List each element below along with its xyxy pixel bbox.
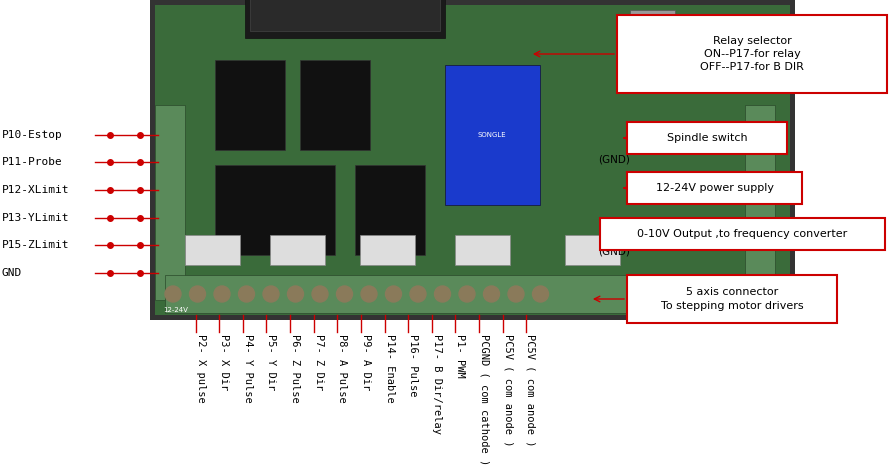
Text: P14- Enable: P14- Enable: [385, 334, 395, 403]
Bar: [300, 60, 370, 150]
Bar: [215, 60, 285, 150]
Text: SONGLE: SONGLE: [478, 132, 506, 138]
Circle shape: [214, 286, 230, 302]
Bar: [627, 275, 837, 323]
Bar: [355, 165, 425, 255]
Text: P15-ZLimit: P15-ZLimit: [2, 240, 70, 250]
Text: Spindle switch: Spindle switch: [667, 133, 747, 143]
Bar: [155, 5, 790, 315]
Text: P10-Estop: P10-Estop: [2, 130, 63, 140]
Circle shape: [312, 286, 328, 302]
Text: PC5V ( com anode ): PC5V ( com anode ): [526, 334, 536, 447]
Circle shape: [435, 286, 451, 302]
Circle shape: [410, 286, 426, 302]
Bar: [150, 0, 795, 320]
Circle shape: [484, 286, 499, 302]
Text: P12-XLimit: P12-XLimit: [2, 185, 70, 195]
Bar: [630, 10, 675, 48]
Text: P3- X Dir: P3- X Dir: [219, 334, 229, 390]
Bar: [565, 235, 620, 265]
Text: P7- Z Dir: P7- Z Dir: [314, 334, 324, 390]
Bar: [745, 105, 775, 315]
Text: P2- X pulse: P2- X pulse: [196, 334, 206, 403]
Text: PC5V ( com anode ): PC5V ( com anode ): [503, 334, 513, 447]
Text: P8- A Pulse: P8- A Pulse: [337, 334, 347, 403]
Text: 12-24V: 12-24V: [163, 307, 188, 313]
Text: Relay selector
ON--P17-for relay
OFF--P17-for B DIR: Relay selector ON--P17-for relay OFF--P1…: [700, 36, 804, 72]
Bar: [215, 165, 335, 255]
Bar: [165, 275, 765, 313]
Bar: [635, 14, 670, 40]
Text: 0-10V Output ,to frequency converter: 0-10V Output ,to frequency converter: [637, 229, 848, 239]
Circle shape: [238, 286, 254, 302]
Circle shape: [385, 286, 401, 302]
Bar: [185, 235, 240, 265]
Bar: [155, 105, 185, 300]
Bar: [250, 0, 440, 31]
Circle shape: [288, 286, 304, 302]
Text: P9- A Dir: P9- A Dir: [361, 334, 371, 390]
Circle shape: [361, 286, 377, 302]
Text: 12-24V power supply: 12-24V power supply: [656, 183, 773, 193]
Bar: [445, 65, 540, 205]
Circle shape: [459, 286, 475, 302]
Bar: [600, 218, 885, 250]
Text: P4- Y Pulse: P4- Y Pulse: [243, 334, 253, 403]
Bar: [270, 235, 325, 265]
Circle shape: [165, 286, 181, 302]
Text: P13-YLimit: P13-YLimit: [2, 213, 70, 223]
Text: P6- Z Pulse: P6- Z Pulse: [290, 334, 300, 403]
Bar: [455, 235, 510, 265]
Text: P17- B Dir/relay: P17- B Dir/relay: [432, 334, 442, 434]
Text: P16- Pulse: P16- Pulse: [408, 334, 418, 397]
Circle shape: [263, 286, 279, 302]
Bar: [627, 172, 802, 204]
Text: 5 axis connector
To stepping motor drivers: 5 axis connector To stepping motor drive…: [660, 287, 804, 310]
Bar: [360, 235, 415, 265]
Circle shape: [508, 286, 524, 302]
Bar: [617, 15, 887, 93]
Bar: [627, 122, 787, 154]
Text: PCGND ( com cathode ): PCGND ( com cathode ): [479, 334, 489, 465]
Text: GND: GND: [2, 268, 22, 278]
Text: P11-Probe: P11-Probe: [2, 157, 63, 167]
Text: P1- PWM: P1- PWM: [455, 334, 465, 378]
Circle shape: [189, 286, 205, 302]
Text: (GND): (GND): [598, 155, 630, 165]
Text: P5- Y Dir: P5- Y Dir: [266, 334, 276, 390]
Bar: [245, 0, 445, 38]
Text: (GND): (GND): [598, 247, 630, 257]
Circle shape: [337, 286, 352, 302]
Circle shape: [532, 286, 548, 302]
